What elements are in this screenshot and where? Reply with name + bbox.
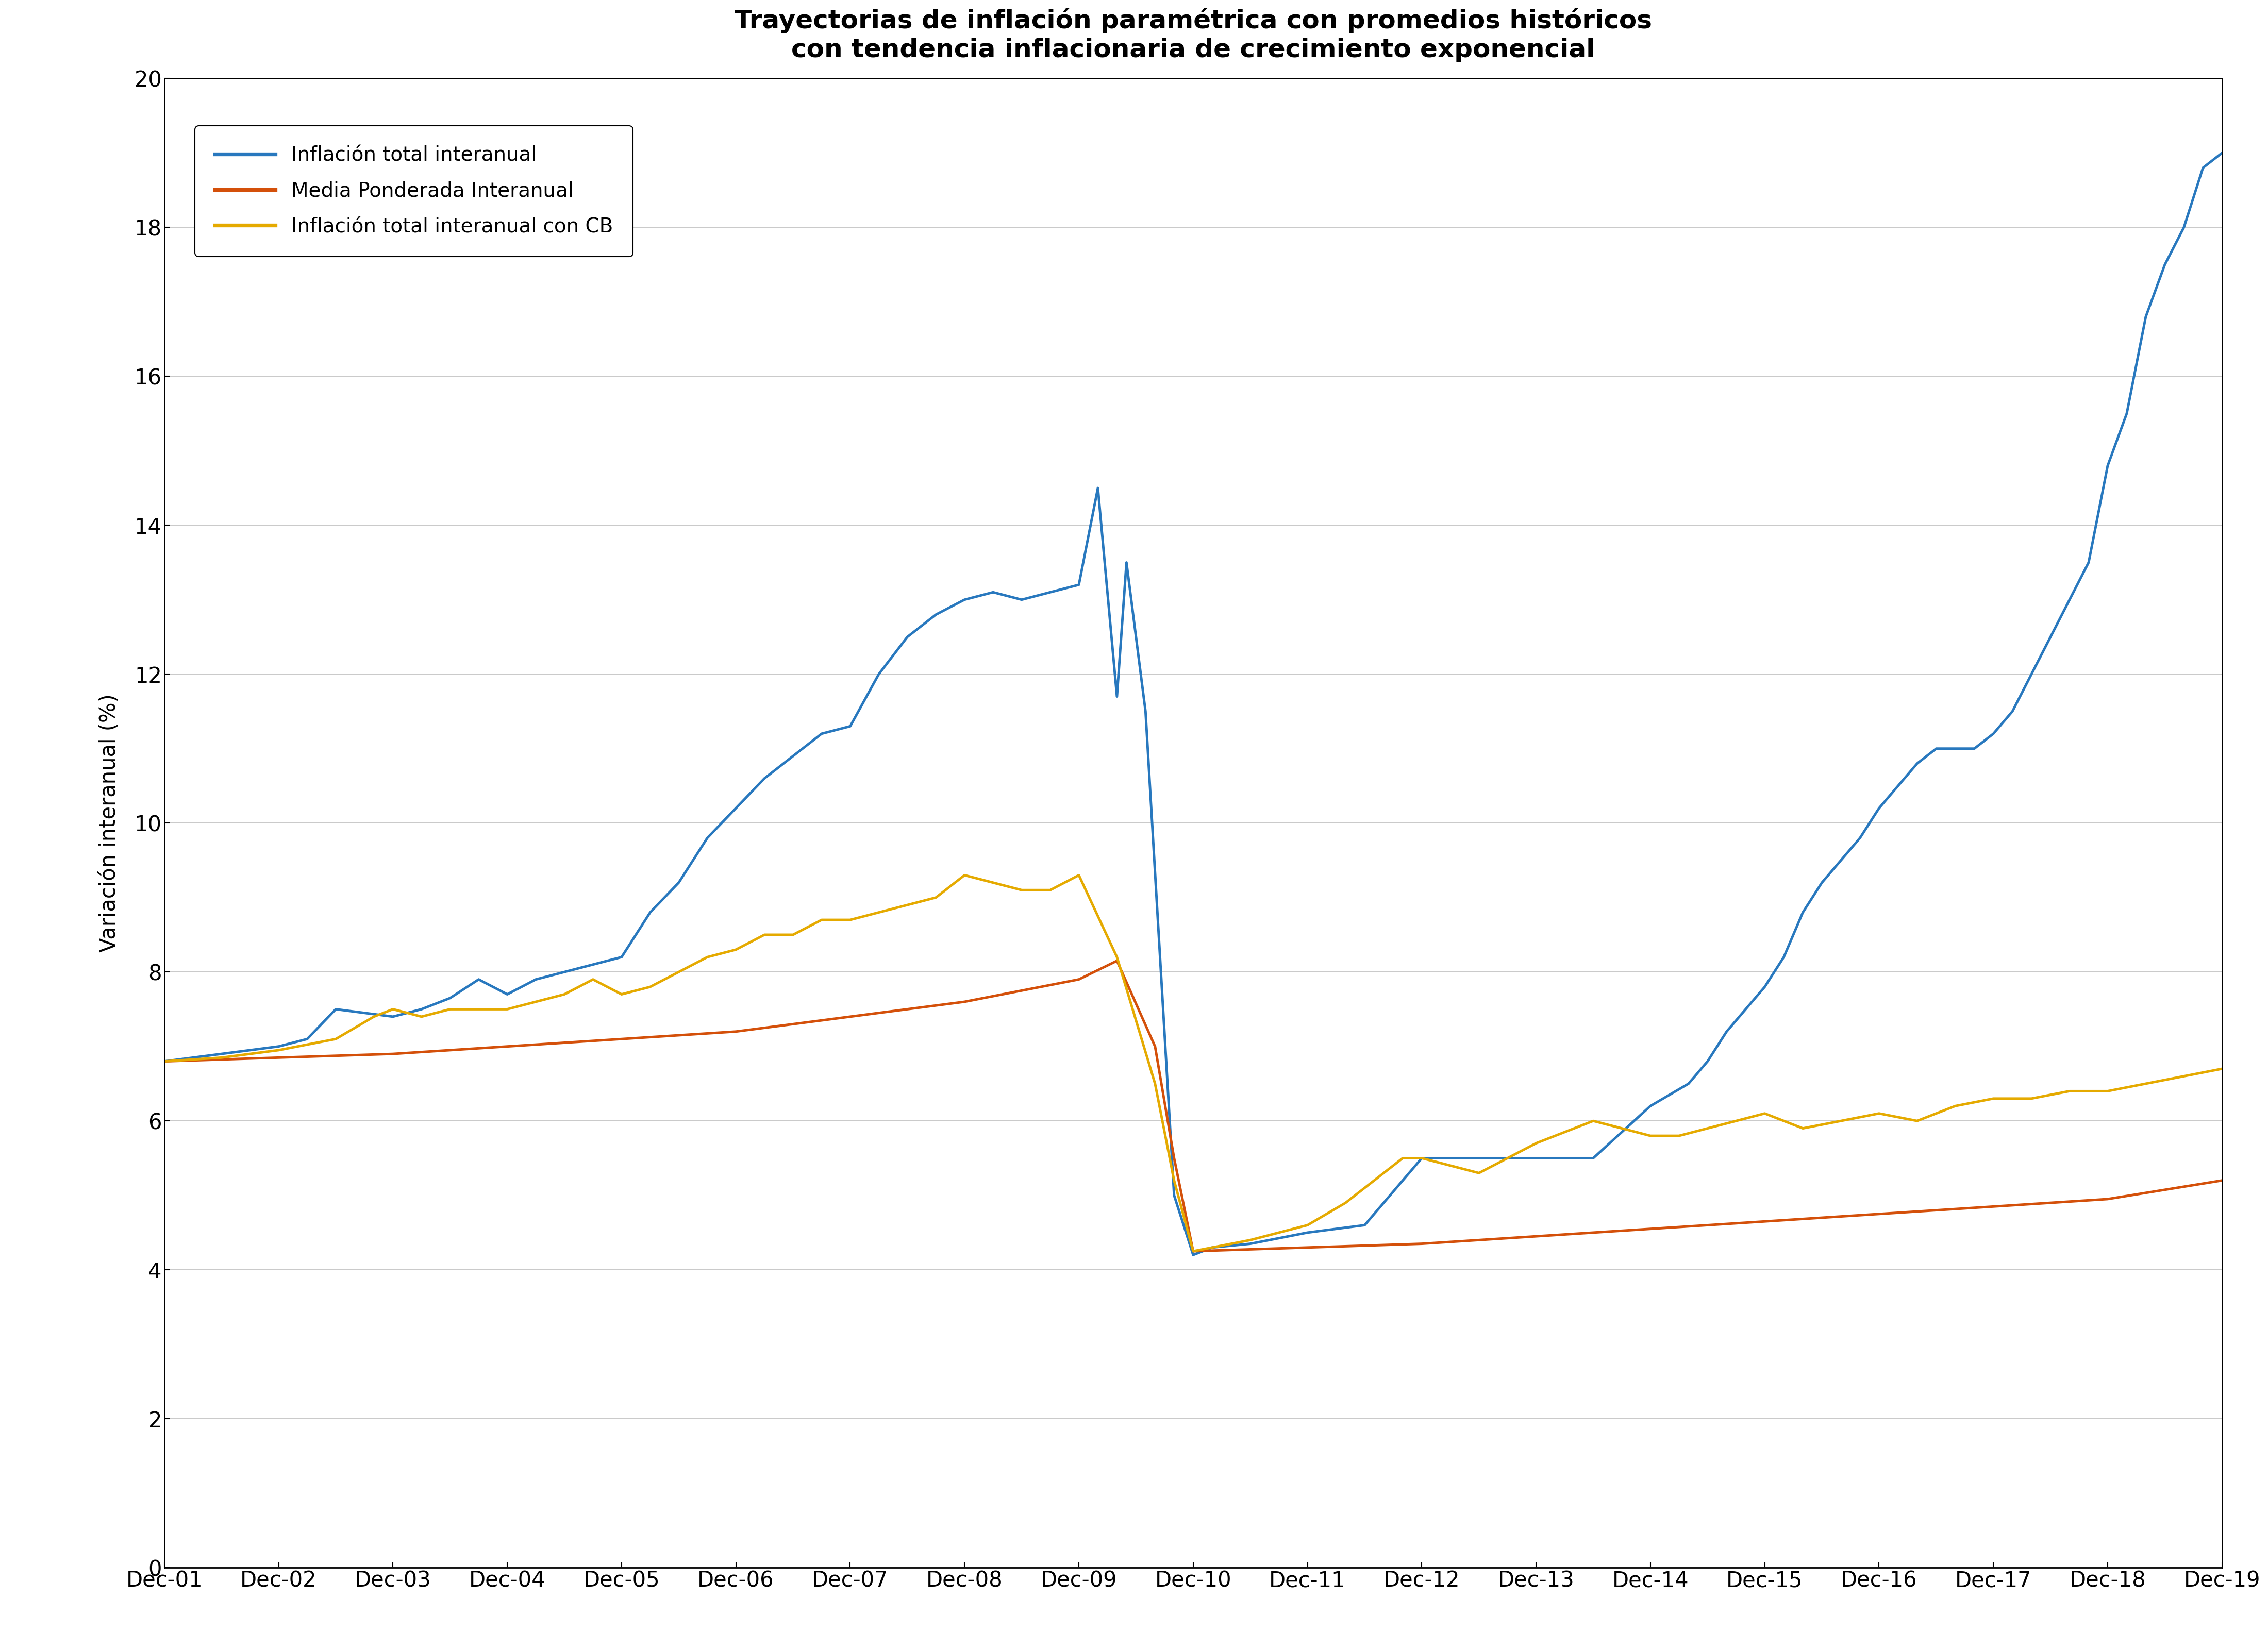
Media Ponderada Interanual bbox=[1179, 1242, 1207, 1261]
Legend: Inflación total interanual, Media Ponderada Interanual, Inflación total interanu: Inflación total interanual, Media Ponder… bbox=[195, 125, 633, 257]
Media Ponderada Interanual bbox=[733, 1021, 760, 1041]
Inflación total interanual con CB bbox=[1876, 1105, 1903, 1125]
Inflación total interanual bbox=[1179, 1245, 1207, 1265]
Y-axis label: Variación interanual (%): Variación interanual (%) bbox=[98, 694, 120, 953]
Inflación total interanual con CB bbox=[760, 925, 787, 945]
Inflación total interanual bbox=[150, 1052, 177, 1072]
Inflación total interanual bbox=[608, 947, 635, 966]
Media Ponderada Interanual bbox=[1102, 951, 1129, 971]
Inflación total interanual bbox=[855, 681, 882, 701]
Media Ponderada Interanual bbox=[855, 1004, 882, 1024]
Inflación total interanual bbox=[733, 788, 760, 808]
Media Ponderada Interanual bbox=[769, 1016, 796, 1036]
Inflación total interanual bbox=[2209, 143, 2236, 163]
Inflación total interanual con CB bbox=[1179, 1242, 1207, 1261]
Inflación total interanual bbox=[769, 754, 796, 773]
Inflación total interanual con CB bbox=[950, 866, 978, 886]
Inflación total interanual con CB bbox=[769, 925, 796, 945]
Inflación total interanual bbox=[1867, 798, 1894, 818]
Line: Inflación total interanual: Inflación total interanual bbox=[163, 153, 2223, 1255]
Inflación total interanual bbox=[760, 762, 787, 782]
Inflación total interanual con CB bbox=[2209, 1059, 2236, 1078]
Media Ponderada Interanual bbox=[760, 1017, 787, 1037]
Title: Trayectorias de inflación paramétrica con promedios históricos
con tendencia inf: Trayectorias de inflación paramétrica co… bbox=[735, 8, 1651, 63]
Media Ponderada Interanual bbox=[2209, 1171, 2236, 1191]
Line: Inflación total interanual con CB: Inflación total interanual con CB bbox=[163, 876, 2223, 1252]
Media Ponderada Interanual bbox=[608, 1029, 635, 1049]
Inflación total interanual con CB bbox=[733, 935, 760, 955]
Inflación total interanual con CB bbox=[150, 1052, 177, 1072]
Inflación total interanual con CB bbox=[855, 905, 882, 925]
Line: Media Ponderada Interanual: Media Ponderada Interanual bbox=[163, 961, 2223, 1252]
Media Ponderada Interanual bbox=[150, 1052, 177, 1072]
Inflación total interanual con CB bbox=[608, 984, 635, 1004]
Media Ponderada Interanual bbox=[1876, 1204, 1903, 1224]
